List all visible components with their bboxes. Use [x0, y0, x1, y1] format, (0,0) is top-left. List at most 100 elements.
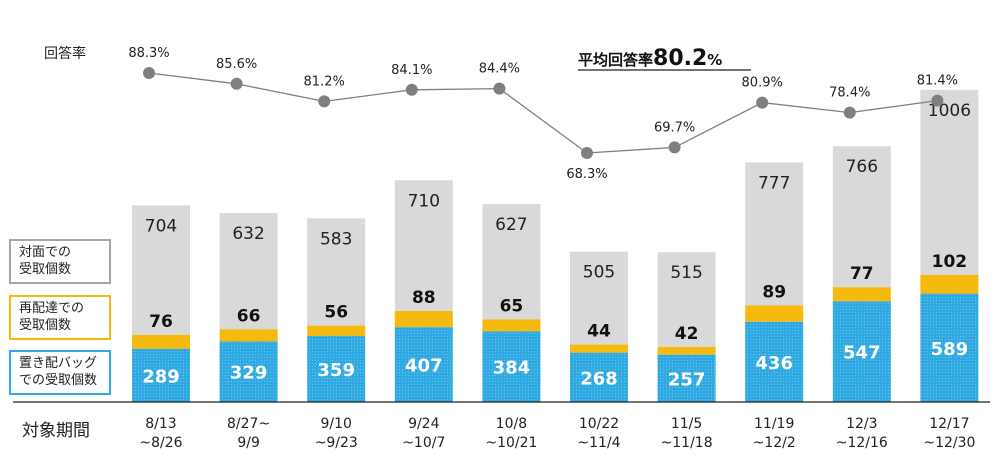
- x-tick-label: 10/8 ~10/21: [485, 416, 537, 451]
- response-rate-point: [668, 141, 681, 154]
- response-rate-point: [931, 94, 944, 107]
- response-rate-label: 69.7%: [654, 120, 695, 135]
- bar-bag: [394, 327, 453, 402]
- svg-text:平均回答率80.2%: 平均回答率80.2%: [578, 46, 722, 71]
- bar-bag: [745, 321, 804, 402]
- bar-bag: [482, 331, 541, 402]
- label-redelivery: 44: [587, 322, 611, 342]
- label-face-to-face: 766: [846, 157, 878, 177]
- label-bag: 268: [580, 368, 618, 389]
- label-bag: 359: [317, 360, 355, 381]
- label-bag: 329: [230, 363, 268, 384]
- label-bag: 436: [755, 353, 793, 374]
- x-tick-label: 11/5 ~11/18: [661, 416, 713, 451]
- x-tick-label: 12/17 ~12/30: [923, 416, 975, 451]
- x-axis-title: 対象期間: [22, 421, 90, 441]
- line-label: 回答率: [44, 45, 86, 62]
- label-bag: 547: [843, 343, 881, 364]
- label-bag: 289: [142, 366, 180, 387]
- response-rate-label: 85.6%: [216, 57, 257, 72]
- response-rate-label: 78.4%: [829, 86, 870, 101]
- bar-face-to-face: [570, 251, 628, 345]
- x-tick-label: 11/19 ~12/2: [753, 416, 796, 451]
- bar-face-to-face: [832, 146, 891, 288]
- x-tick-label: 10/22 ~11/4: [577, 416, 620, 451]
- bar-redelivery: [832, 287, 891, 302]
- label-redelivery: 66: [237, 306, 261, 326]
- label-redelivery: 89: [762, 282, 786, 302]
- bar-bag: [219, 341, 278, 402]
- label-redelivery: 42: [675, 324, 699, 344]
- response-rate-line: [148, 72, 938, 154]
- x-tick-label: 12/3 ~12/16: [836, 416, 888, 451]
- bar-bag: [307, 335, 366, 402]
- label-face-to-face: 632: [232, 224, 264, 244]
- label-face-to-face: 505: [583, 263, 615, 283]
- bar-bag: [132, 348, 190, 402]
- response-rate-point: [230, 77, 243, 90]
- legend-item: 置き配バッグ での受取個数: [9, 350, 111, 395]
- bar-bag: [570, 352, 628, 402]
- bar-face-to-face: [219, 213, 278, 330]
- average-unit: %: [707, 51, 722, 69]
- response-rate-point: [493, 82, 506, 95]
- bar-bag: [832, 301, 891, 402]
- average-prefix: 平均回答率: [578, 51, 653, 69]
- response-rate-label: 88.3%: [128, 46, 169, 61]
- bar-face-to-face: [657, 252, 716, 347]
- response-rate-label: 81.4%: [917, 74, 958, 89]
- bar-face-to-face: [307, 218, 366, 326]
- legend-item: 対面での 受取個数: [9, 239, 111, 284]
- bar-redelivery: [657, 346, 716, 355]
- label-face-to-face: 583: [320, 229, 352, 249]
- label-redelivery: 77: [850, 264, 874, 284]
- label-face-to-face: 710: [408, 191, 440, 211]
- bar-redelivery: [394, 310, 453, 328]
- legend-item: 再配達での 受取個数: [9, 295, 111, 340]
- response-rate-label: 84.1%: [391, 63, 432, 78]
- response-rate-point: [843, 106, 856, 119]
- label-face-to-face: 515: [670, 263, 702, 283]
- response-rate-point: [756, 96, 769, 109]
- label-bag: 589: [931, 339, 969, 360]
- label-redelivery: 56: [324, 303, 348, 323]
- x-tick-label: 8/13 ~8/26: [139, 416, 182, 451]
- x-tick-label: 9/24 ~10/7: [402, 416, 445, 451]
- label-redelivery: 65: [500, 296, 524, 316]
- bar-redelivery: [132, 334, 190, 349]
- response-rate-label: 80.9%: [742, 76, 783, 91]
- bar-redelivery: [920, 274, 979, 294]
- bar-bag: [657, 354, 716, 402]
- label-face-to-face: 704: [145, 216, 177, 236]
- response-rate-label: 68.3%: [566, 167, 607, 182]
- bar-redelivery: [219, 329, 278, 342]
- bar-face-to-face: [482, 204, 541, 320]
- response-rate-point: [405, 83, 418, 96]
- label-redelivery: 88: [412, 288, 436, 308]
- response-rate-point: [581, 147, 593, 159]
- response-rate-label: 84.4%: [479, 62, 520, 77]
- label-redelivery: 76: [149, 312, 173, 332]
- response-rate-label: 81.2%: [304, 74, 345, 89]
- response-rate-point: [143, 67, 155, 79]
- label-face-to-face: 777: [758, 173, 790, 193]
- bar-face-to-face: [745, 162, 804, 306]
- bar-redelivery: [307, 325, 366, 336]
- bar-redelivery: [570, 344, 628, 353]
- label-bag: 384: [493, 358, 531, 379]
- average-value: 80.2: [653, 46, 707, 71]
- x-tick-label: 9/10 ~9/23: [315, 416, 358, 451]
- label-bag: 407: [405, 356, 443, 377]
- bar-redelivery: [482, 319, 541, 332]
- bar-face-to-face: [132, 205, 190, 335]
- label-bag: 257: [668, 369, 706, 390]
- bar-face-to-face: [920, 89, 979, 275]
- x-tick-label: 8/27~ 9/9: [227, 416, 270, 451]
- response-rate-point: [318, 95, 331, 108]
- label-redelivery: 102: [932, 252, 968, 272]
- bar-bag: [920, 293, 979, 402]
- bar-face-to-face: [394, 180, 453, 311]
- average-annotation: 平均回答率80.2%: [578, 46, 751, 71]
